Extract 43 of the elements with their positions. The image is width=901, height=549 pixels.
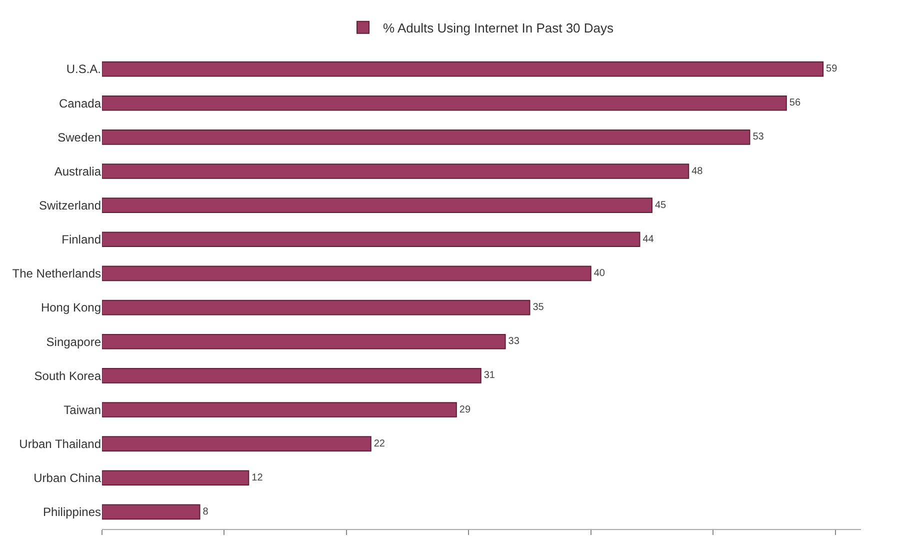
data-label: 53 — [752, 132, 764, 143]
y-tick-label: Urban China — [34, 471, 102, 486]
bar — [102, 198, 652, 213]
data-label: 48 — [692, 166, 704, 177]
data-label: 44 — [642, 234, 654, 245]
y-tick-label: Australia — [54, 164, 102, 178]
y-tick-label: U.S.A. — [66, 62, 101, 76]
bar — [102, 232, 640, 248]
bar — [102, 334, 506, 350]
y-tick-label: The Netherlands — [12, 266, 101, 281]
bar — [102, 300, 530, 316]
bar — [102, 61, 824, 77]
y-tick-label: Sweden — [58, 130, 101, 144]
y-tick-label: Urban Thailand — [19, 437, 101, 452]
data-label: 12 — [252, 472, 264, 484]
y-tick-label: Taiwan — [64, 402, 101, 417]
data-label: 31 — [484, 370, 496, 382]
bar — [102, 436, 372, 452]
bar — [102, 470, 250, 486]
y-tick-label: South Korea — [34, 368, 102, 383]
bar — [102, 164, 690, 179]
y-tick-label: Singapore — [46, 334, 102, 349]
bar — [102, 130, 750, 145]
y-tick-label: Hong Kong — [40, 300, 101, 315]
y-tick-label: Finland — [62, 232, 101, 247]
data-label: 45 — [654, 200, 667, 211]
y-tick-label: Philippines — [42, 505, 101, 520]
data-label: 59 — [826, 64, 838, 75]
data-label: 29 — [459, 404, 471, 416]
bar — [102, 504, 200, 520]
legend-label: % Adults Using Internet In Past 30 Days — [383, 20, 614, 36]
y-tick-label: Switzerland — [38, 198, 101, 213]
bar — [102, 95, 787, 111]
bar — [102, 402, 457, 418]
y-tick-label: Canada — [58, 96, 102, 110]
data-label: 35 — [532, 302, 544, 314]
data-label: 8 — [202, 506, 209, 518]
data-label: 56 — [789, 98, 801, 109]
data-label: 33 — [508, 336, 520, 348]
bar — [102, 266, 592, 282]
data-label: 40 — [594, 268, 606, 279]
bar — [102, 368, 482, 384]
data-label: 22 — [374, 438, 386, 450]
